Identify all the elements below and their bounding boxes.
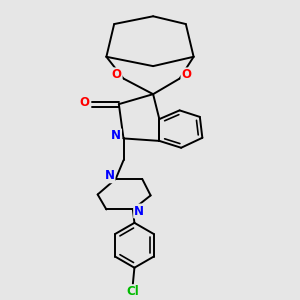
Text: O: O: [182, 68, 191, 81]
Text: Cl: Cl: [127, 285, 139, 298]
Text: O: O: [80, 96, 90, 109]
Text: O: O: [112, 68, 122, 81]
Text: N: N: [111, 129, 121, 142]
Text: N: N: [134, 205, 144, 218]
Text: N: N: [104, 169, 115, 182]
